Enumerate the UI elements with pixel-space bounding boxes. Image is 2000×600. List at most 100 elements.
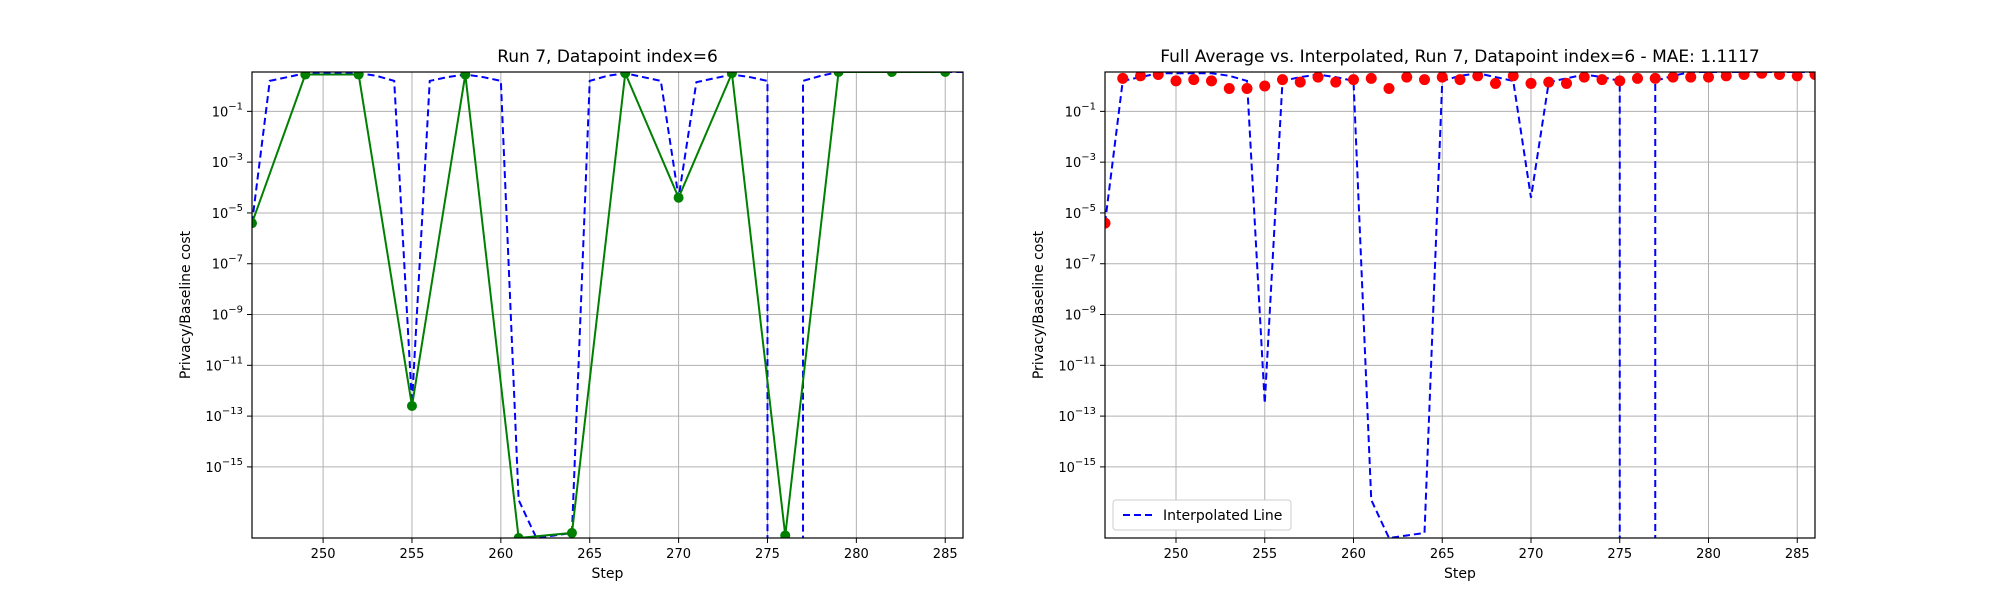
y-axis-label: Privacy/Baseline cost: [178, 230, 194, 379]
data-point: [1105, 217, 1111, 229]
data-point: [460, 72, 471, 80]
data-point: [300, 72, 311, 80]
data-point: [353, 72, 364, 80]
x-tick-label: 285: [933, 547, 958, 562]
data-point: [1703, 72, 1714, 83]
data-point: [1294, 76, 1306, 88]
data-point: [1170, 75, 1182, 87]
data-point: [620, 72, 631, 79]
data-point: [1543, 76, 1555, 88]
y-tick-label: 10−15: [1058, 457, 1096, 476]
data-point: [726, 72, 737, 79]
x-tick-label: 270: [1519, 547, 1544, 562]
x-tick-label: 285: [1785, 547, 1810, 562]
data-point: [1756, 72, 1768, 79]
data-point: [513, 533, 524, 538]
x-tick-label: 275: [1607, 547, 1632, 562]
data-point: [673, 192, 684, 203]
interpolated-line: [252, 72, 963, 538]
y-axis-label: Privacy/Baseline cost: [1031, 230, 1047, 379]
data-point: [1365, 72, 1377, 84]
y-tick-label: 10−7: [1065, 254, 1096, 273]
data-point: [1614, 75, 1626, 87]
y-tick-label: 10−7: [212, 254, 243, 273]
y-tick-label: 10−5: [1065, 203, 1096, 222]
x-tick-label: 265: [1430, 547, 1455, 562]
data-point: [1596, 74, 1608, 86]
data-point: [1667, 72, 1679, 83]
y-tick-label: 10−3: [212, 152, 243, 171]
y-tick-label: 10−13: [1058, 406, 1096, 425]
y-tick-label: 10−15: [205, 457, 243, 476]
data-point: [566, 527, 577, 538]
data-point: [886, 72, 897, 77]
data-point: [940, 72, 951, 77]
chart-title: Full Average vs. Interpolated, Run 7, Da…: [1160, 47, 1760, 67]
data-point: [1454, 74, 1466, 86]
y-tick-label: 10−1: [212, 101, 243, 120]
data-point: [1720, 72, 1732, 82]
chart-2: 250 255 260 265 270 275 280 285 10−1 10−3 10−5 10−7…: [1031, 47, 1816, 582]
data-point: [1632, 72, 1643, 84]
data-point: [1188, 74, 1200, 86]
x-tick-label: 270: [666, 547, 691, 562]
data-point: [1774, 72, 1785, 81]
y-tick-label: 10−9: [1065, 305, 1096, 324]
data-point: [1206, 75, 1217, 87]
data-point: [252, 218, 257, 229]
data-point: [1152, 72, 1164, 81]
x-tick-label: 255: [400, 547, 425, 562]
data-point: [1472, 72, 1484, 82]
plot-frame: [1104, 71, 1816, 539]
chart-1: 250 255 260 265 270 275 280 285 10−1 10−3 10−5 10−7…: [178, 47, 964, 582]
data-point: [1241, 83, 1253, 95]
chart-title: Run 7, Datapoint index=6: [497, 47, 718, 67]
x-tick-label: 250: [1164, 547, 1189, 562]
plot-frame: [251, 71, 964, 539]
y-tick-label: 10−3: [1065, 152, 1096, 171]
x-tick-label: 260: [1341, 547, 1366, 562]
y-tick-label: 10−13: [205, 406, 243, 425]
data-point: [1223, 83, 1235, 95]
data-point: [1578, 72, 1590, 83]
y-tick-label: 10−1: [1065, 101, 1096, 120]
data-point: [1401, 72, 1413, 83]
legend-entry-label: Interpolated Line: [1163, 508, 1282, 524]
x-tick-label: 280: [1696, 547, 1721, 562]
y-tick-label: 10−5: [212, 203, 243, 222]
data-point: [780, 530, 791, 538]
x-axis-label: Step: [1444, 566, 1476, 582]
y-tick-label: 10−11: [205, 355, 243, 374]
data-point: [406, 400, 417, 411]
y-tick-label: 10−9: [212, 305, 243, 324]
data-point: [1259, 80, 1271, 92]
data-point: [1117, 72, 1129, 84]
data-point: [1738, 72, 1750, 81]
data-point: [1277, 74, 1288, 86]
data-point: [1809, 72, 1815, 81]
data-point: [833, 72, 844, 77]
x-tick-label: 265: [577, 547, 602, 562]
data-point: [1312, 72, 1324, 83]
data-point: [1436, 72, 1448, 83]
sample-line: [252, 72, 946, 538]
interpolated-line: [1105, 72, 1815, 538]
data-point: [1791, 72, 1803, 82]
data-point: [1330, 76, 1342, 88]
data-point: [1561, 77, 1572, 89]
data-point: [1135, 72, 1146, 82]
legend: Interpolated Line: [1112, 499, 1292, 531]
x-tick-label: 255: [1252, 547, 1277, 562]
data-point: [1348, 74, 1359, 86]
y-tick-label: 10−11: [1058, 355, 1096, 374]
data-point: [1507, 72, 1519, 82]
data-point: [1685, 72, 1697, 83]
data-point: [1383, 83, 1395, 95]
x-tick-label: 250: [311, 547, 336, 562]
x-tick-label: 280: [844, 547, 869, 562]
x-tick-label: 260: [488, 547, 513, 562]
data-point: [1649, 72, 1661, 84]
data-point: [1525, 77, 1537, 89]
data-point: [1490, 77, 1501, 89]
